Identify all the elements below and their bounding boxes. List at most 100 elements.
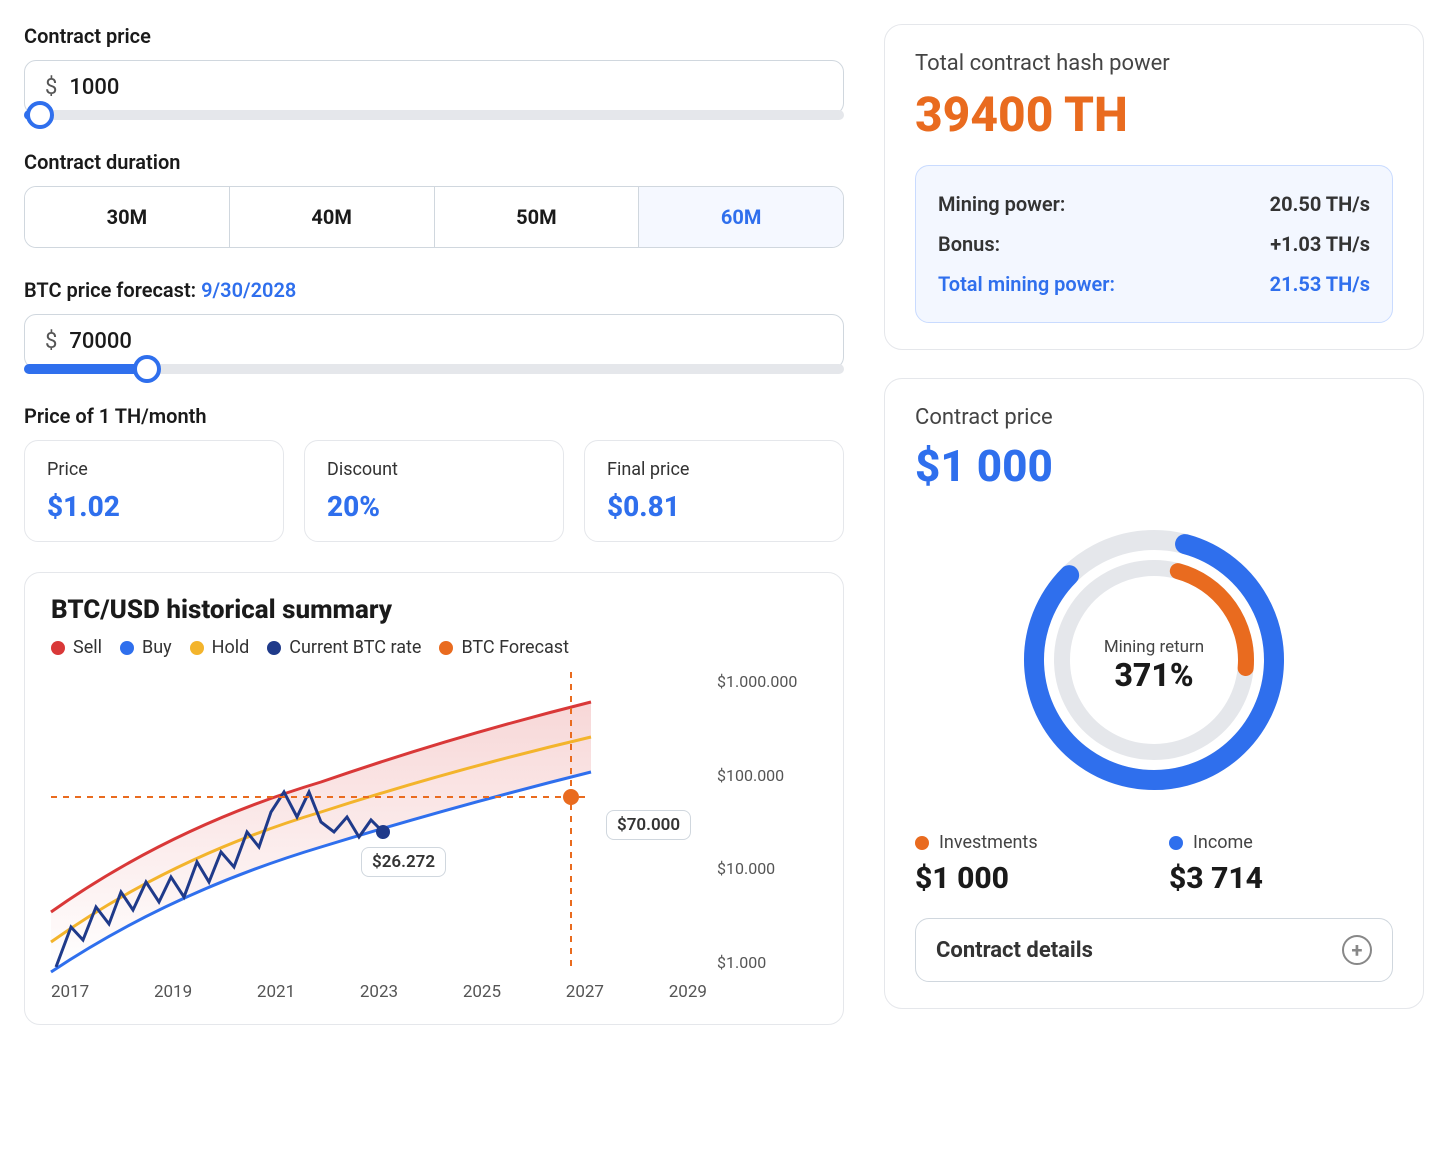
svg-text:371%: 371%	[1114, 656, 1193, 694]
legend-item: Sell	[51, 637, 102, 658]
contract-price-slider[interactable]	[24, 110, 844, 120]
legend-item: Hold	[190, 637, 250, 658]
invest-income-pair: Investments $1 000 Income $3 714	[915, 832, 1393, 896]
contract-price-label: Contract price	[24, 24, 844, 48]
th-card-label: Discount	[327, 459, 541, 480]
plus-icon: +	[1342, 935, 1372, 965]
mining-return-gauge: Mining return371%	[915, 510, 1393, 810]
y-tick: $100.000	[717, 766, 817, 785]
row-key: Mining power:	[938, 192, 1065, 216]
legend-dot-icon	[190, 641, 204, 655]
contract-details-button[interactable]: Contract details +	[915, 918, 1393, 982]
contract-price-input[interactable]: $ 1000	[24, 60, 844, 115]
hash-power-value: 39400 TH	[915, 86, 1393, 143]
th-price-card-0: Price $1.02	[24, 440, 284, 542]
contract-details-label: Contract details	[936, 938, 1093, 963]
th-price-label: Price of 1 TH/month	[24, 404, 844, 428]
legend-dot-icon	[267, 641, 281, 655]
hash-power-card: Total contract hash power 39400 TH Minin…	[884, 24, 1424, 350]
stat-value: $1 000	[915, 861, 1139, 896]
x-tick: 2027	[566, 982, 604, 1002]
x-axis: 2017 2019 2021 2023 2025 2027 2029	[51, 982, 817, 1002]
gauge-svg: Mining return371%	[1004, 510, 1304, 810]
th-card-label: Final price	[607, 459, 821, 480]
legend-dot-icon	[51, 641, 65, 655]
stat-dot-icon	[1169, 836, 1183, 850]
duration-option-60m[interactable]: 60M	[639, 187, 843, 247]
chart-title: BTC/USD historical summary	[51, 595, 817, 625]
x-tick: 2029	[669, 982, 707, 1002]
row-key: Bonus:	[938, 232, 1000, 256]
legend-label: Buy	[142, 637, 172, 658]
legend-item: BTC Forecast	[439, 637, 569, 658]
y-tick: $1.000.000	[717, 672, 817, 691]
x-tick: 2021	[257, 982, 295, 1002]
slider-fill	[24, 364, 147, 374]
mining-power-row: Bonus: +1.03 TH/s	[938, 224, 1370, 264]
stat-label: Income	[1193, 832, 1253, 853]
mining-power-row: Mining power: 20.50 TH/s	[938, 184, 1370, 224]
legend-label: BTC Forecast	[461, 637, 569, 658]
chart-area: $1.000.000$100.000$10.000$1.000 $26.272 …	[51, 672, 817, 972]
legend-item: Buy	[120, 637, 172, 658]
x-tick: 2019	[154, 982, 192, 1002]
slider-thumb[interactable]	[133, 355, 161, 383]
forecast-slider[interactable]	[24, 364, 844, 374]
currency-symbol: $	[45, 75, 57, 100]
contract-duration-label: Contract duration	[24, 150, 844, 174]
y-tick: $10.000	[717, 859, 817, 878]
contract-duration-section: Contract duration 30M40M50M60M	[24, 150, 844, 248]
svg-text:Mining return: Mining return	[1104, 637, 1204, 657]
y-tick: $1.000	[717, 953, 817, 972]
contract-price-title: Contract price	[915, 405, 1393, 430]
duration-option-40m[interactable]: 40M	[230, 187, 435, 247]
mining-power-row: Total mining power: 21.53 TH/s	[938, 264, 1370, 304]
forecast-label: BTC price forecast: 9/30/2028	[24, 278, 844, 302]
contract-price-value: 1000	[69, 75, 119, 100]
th-card-value: 20%	[327, 490, 541, 523]
duration-option-30m[interactable]: 30M	[25, 187, 230, 247]
x-tick: 2023	[360, 982, 398, 1002]
th-price-card-2: Final price $0.81	[584, 440, 844, 542]
forecast-value: 70000	[69, 329, 132, 354]
duration-segmented: 30M40M50M60M	[24, 186, 844, 248]
row-key: Total mining power:	[938, 272, 1115, 296]
th-price-card-1: Discount 20%	[304, 440, 564, 542]
row-value: 20.50 TH/s	[1270, 192, 1370, 216]
btc-chart-card: BTC/USD historical summary Sell Buy Hold Cu…	[24, 572, 844, 1025]
th-card-label: Price	[47, 459, 261, 480]
slider-thumb[interactable]	[26, 101, 54, 129]
x-tick: 2025	[463, 982, 501, 1002]
legend-item: Current BTC rate	[267, 637, 421, 658]
chart-svg	[51, 672, 691, 972]
legend-dot-icon	[120, 641, 134, 655]
contract-price-section: Contract price $ 1000	[24, 24, 844, 120]
chart-legend: Sell Buy Hold Current BTC rate BTC Forecast	[51, 637, 817, 658]
legend-label: Sell	[73, 637, 102, 658]
summary-stat: Income $3 714	[1169, 832, 1393, 896]
legend-dot-icon	[439, 641, 453, 655]
th-card-value: $1.02	[47, 490, 261, 523]
currency-symbol: $	[45, 329, 57, 354]
hash-power-title: Total contract hash power	[915, 51, 1393, 76]
forecast-label-prefix: BTC price forecast:	[24, 278, 201, 302]
stat-label: Investments	[939, 832, 1038, 853]
duration-option-50m[interactable]: 50M	[435, 187, 640, 247]
y-axis: $1.000.000 $100.000 $10.000 $1.000	[717, 672, 817, 972]
contract-summary-card: Contract price $1 000 Mining return371% …	[884, 378, 1424, 1009]
stat-dot-icon	[915, 836, 929, 850]
current-price-callout: $26.272	[361, 847, 446, 877]
x-tick: 2017	[51, 982, 89, 1002]
th-card-value: $0.81	[607, 490, 821, 523]
forecast-section: BTC price forecast: 9/30/2028 $ 70000	[24, 278, 844, 374]
stat-value: $3 714	[1169, 861, 1393, 896]
forecast-date: 9/30/2028	[201, 278, 296, 302]
th-price-section: Price of 1 TH/month Price $1.02 Discount 20…	[24, 404, 844, 542]
row-value: 21.53 TH/s	[1270, 272, 1370, 296]
mining-power-box: Mining power: 20.50 TH/s Bonus: +1.03 TH/s T…	[915, 165, 1393, 323]
contract-price-display: $1 000	[915, 440, 1393, 492]
summary-stat: Investments $1 000	[915, 832, 1139, 896]
row-value: +1.03 TH/s	[1270, 232, 1370, 256]
legend-label: Current BTC rate	[289, 637, 421, 658]
forecast-price-callout: $70.000	[606, 810, 691, 840]
